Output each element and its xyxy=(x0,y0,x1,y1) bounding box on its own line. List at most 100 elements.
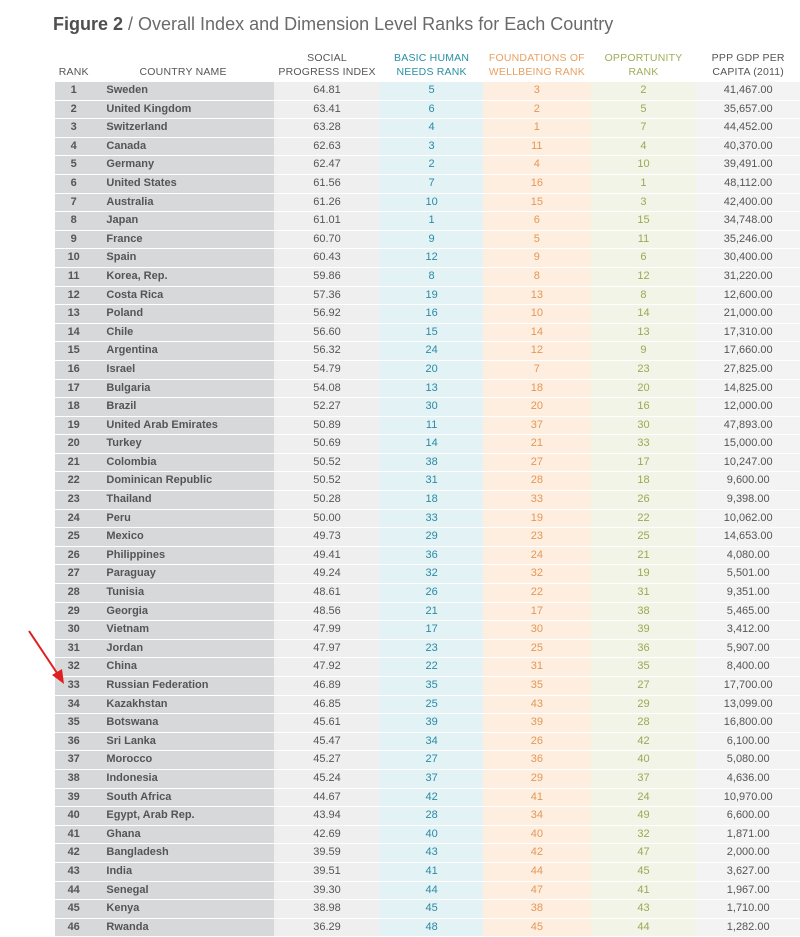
opportunity-rank-cell: 15 xyxy=(590,212,697,230)
gdp-per-capita-cell: 5,501.00 xyxy=(696,565,800,584)
country-name-cell: Thailand xyxy=(92,491,274,509)
basic-human-needs-rank-cell: 13 xyxy=(380,379,484,398)
basic-human-needs-rank-cell: 23 xyxy=(380,639,484,658)
rank-cell: 43 xyxy=(55,862,93,881)
gdp-per-capita-cell: 40,370.00 xyxy=(696,137,800,156)
basic-human-needs-rank-cell: 8 xyxy=(380,267,484,286)
country-name-cell: Canada xyxy=(92,137,274,156)
rank-cell: 33 xyxy=(55,677,93,695)
opportunity-rank-cell: 31 xyxy=(590,584,697,602)
foundations-of-wellbeing-rank-cell: 35 xyxy=(483,677,591,695)
social-progress-index-cell: 56.32 xyxy=(273,342,381,360)
opportunity-rank-cell: 44 xyxy=(590,918,697,937)
header-line: RANK xyxy=(628,66,659,78)
opportunity-rank-cell: 27 xyxy=(590,677,697,695)
country-name-cell: Australia xyxy=(92,193,274,212)
basic-human-needs-rank-cell: 42 xyxy=(380,788,484,807)
rank-cell: 9 xyxy=(55,230,93,249)
gdp-per-capita-cell: 5,080.00 xyxy=(696,751,800,769)
opportunity-rank-cell: 18 xyxy=(590,472,697,491)
header-line: PROGRESS INDEX xyxy=(278,66,376,78)
table-row: 34 Kazakhstan 46.85 25 43 29 13,099.00 xyxy=(55,695,800,714)
country-name-cell: Turkey xyxy=(92,435,274,453)
table-row: 5 Germany 62.47 2 4 10 39,491.00 xyxy=(55,156,800,174)
country-name-cell: Bulgaria xyxy=(92,379,274,398)
gdp-per-capita-cell: 2,000.00 xyxy=(696,844,800,862)
opportunity-rank-cell: 22 xyxy=(590,509,697,528)
opportunity-rank-cell: 11 xyxy=(590,230,697,249)
social-progress-index-cell: 54.79 xyxy=(273,360,381,379)
foundations-of-wellbeing-rank-cell: 36 xyxy=(483,751,591,769)
foundations-of-wellbeing-rank-cell: 34 xyxy=(483,807,591,825)
rank-cell: 18 xyxy=(55,398,93,416)
gdp-per-capita-cell: 17,660.00 xyxy=(696,342,800,360)
opportunity-rank-cell: 28 xyxy=(590,714,697,732)
table-row: 8 Japan 61.01 1 6 15 34,748.00 xyxy=(55,212,800,230)
header-foundations-of-wellbeing-rank: FOUNDATIONS OF WELLBEING RANK xyxy=(483,51,591,81)
gdp-per-capita-cell: 15,000.00 xyxy=(696,435,800,453)
social-progress-index-cell: 45.24 xyxy=(273,769,381,788)
table-row: 20 Turkey 50.69 14 21 33 15,000.00 xyxy=(55,435,800,453)
opportunity-rank-cell: 36 xyxy=(590,639,697,658)
social-progress-index-cell: 63.28 xyxy=(273,119,381,137)
foundations-of-wellbeing-rank-cell: 40 xyxy=(483,825,591,844)
basic-human-needs-rank-cell: 35 xyxy=(380,677,484,695)
country-name-cell: Spain xyxy=(92,249,274,267)
rank-cell: 20 xyxy=(55,435,93,453)
country-name-cell: Philippines xyxy=(92,546,274,565)
social-progress-index-cell: 54.08 xyxy=(273,379,381,398)
rank-cell: 13 xyxy=(55,305,93,323)
foundations-of-wellbeing-rank-cell: 37 xyxy=(483,416,591,435)
basic-human-needs-rank-cell: 3 xyxy=(380,137,484,156)
rank-cell: 22 xyxy=(55,472,93,491)
gdp-per-capita-cell: 17,700.00 xyxy=(696,677,800,695)
opportunity-rank-cell: 19 xyxy=(590,565,697,584)
gdp-per-capita-cell: 1,871.00 xyxy=(696,825,800,844)
social-progress-index-cell: 64.81 xyxy=(273,82,381,100)
country-name-cell: Rwanda xyxy=(92,918,274,937)
gdp-per-capita-cell: 8,400.00 xyxy=(696,658,800,676)
table-row: 19 United Arab Emirates 50.89 11 37 30 47,893.… xyxy=(55,416,800,435)
gdp-per-capita-cell: 4,636.00 xyxy=(696,769,800,788)
opportunity-rank-cell: 13 xyxy=(590,323,697,342)
country-name-cell: Sri Lanka xyxy=(92,732,274,751)
header-opportunity-rank: OPPORTUNITY RANK xyxy=(591,51,697,81)
foundations-of-wellbeing-rank-cell: 15 xyxy=(483,193,591,212)
gdp-per-capita-cell: 47,893.00 xyxy=(696,416,800,435)
opportunity-rank-cell: 39 xyxy=(590,621,697,639)
table-row: 24 Peru 50.00 33 19 22 10,062.00 xyxy=(55,509,800,528)
gdp-per-capita-cell: 6,600.00 xyxy=(696,807,800,825)
gdp-per-capita-cell: 31,220.00 xyxy=(696,267,800,286)
foundations-of-wellbeing-rank-cell: 27 xyxy=(483,453,591,472)
opportunity-rank-cell: 2 xyxy=(590,82,697,100)
social-progress-index-cell: 61.56 xyxy=(273,174,381,193)
rank-cell: 7 xyxy=(55,193,93,212)
header-ppp-gdp-per-capita: PPP GDP PER CAPITA (2011) xyxy=(696,51,800,81)
social-progress-index-cell: 50.00 xyxy=(273,509,381,528)
basic-human-needs-rank-cell: 21 xyxy=(380,602,484,621)
gdp-per-capita-cell: 1,967.00 xyxy=(696,881,800,900)
country-name-cell: Jordan xyxy=(92,639,274,658)
table-row: 36 Sri Lanka 45.47 34 26 42 6,100.00 xyxy=(55,732,800,751)
country-name-cell: Peru xyxy=(92,509,274,528)
rank-cell: 4 xyxy=(55,137,93,156)
basic-human-needs-rank-cell: 16 xyxy=(380,305,484,323)
gdp-per-capita-cell: 21,000.00 xyxy=(696,305,800,323)
rank-cell: 41 xyxy=(55,825,93,844)
header-line: OPPORTUNITY xyxy=(604,52,683,64)
foundations-of-wellbeing-rank-cell: 26 xyxy=(483,732,591,751)
gdp-per-capita-cell: 9,600.00 xyxy=(696,472,800,491)
gdp-per-capita-cell: 12,600.00 xyxy=(696,286,800,305)
basic-human-needs-rank-cell: 33 xyxy=(380,509,484,528)
gdp-per-capita-cell: 14,653.00 xyxy=(696,528,800,546)
header-line: BASIC HUMAN xyxy=(394,52,470,64)
foundations-of-wellbeing-rank-cell: 47 xyxy=(483,881,591,900)
social-progress-index-cell: 42.69 xyxy=(273,825,381,844)
gdp-per-capita-cell: 10,970.00 xyxy=(696,788,800,807)
table-row: 23 Thailand 50.28 18 33 26 9,398.00 xyxy=(55,491,800,509)
table-row: 16 Israel 54.79 20 7 23 27,825.00 xyxy=(55,360,800,379)
table-row: 4 Canada 62.63 3 11 4 40,370.00 xyxy=(55,137,800,156)
country-name-cell: Argentina xyxy=(92,342,274,360)
country-name-cell: Senegal xyxy=(92,881,274,900)
table-row: 45 Kenya 38.98 45 38 43 1,710.00 xyxy=(55,900,800,918)
